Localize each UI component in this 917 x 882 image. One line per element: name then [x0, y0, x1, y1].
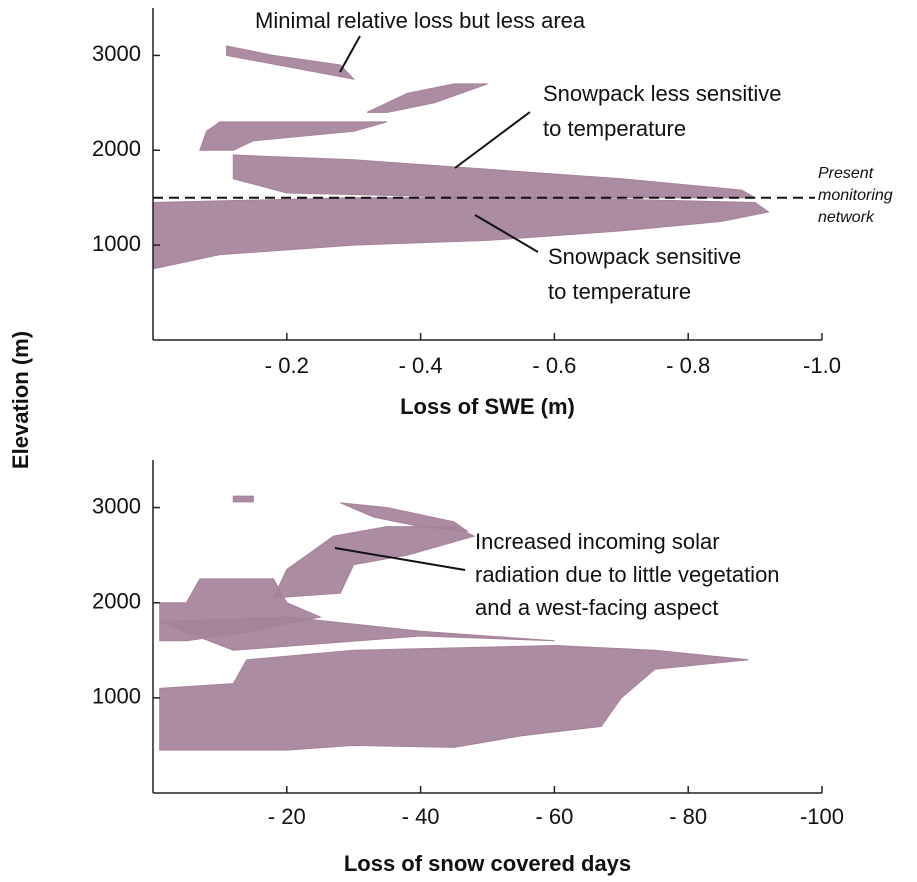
annotation: and a west-facing aspect — [475, 595, 718, 620]
x-tick-label: -1.0 — [803, 353, 841, 378]
x-tick-label: - 60 — [535, 804, 573, 829]
annotation-leader — [474, 214, 539, 253]
data-region — [199, 121, 388, 151]
annotation-leader — [334, 547, 466, 571]
annotation-leader — [454, 111, 531, 169]
y-tick-label: 2000 — [92, 589, 141, 614]
y-tick-label: 2000 — [92, 136, 141, 161]
reference-label: Present — [818, 165, 874, 182]
data-region — [272, 526, 476, 599]
annotation: to temperature — [548, 279, 691, 304]
annotation-leader — [339, 35, 361, 73]
x-tick-label: - 0.6 — [532, 353, 576, 378]
x-tick-label: - 20 — [268, 804, 306, 829]
y-tick-label: 1000 — [92, 684, 141, 709]
annotation: Snowpack sensitive — [548, 244, 741, 269]
data-region — [232, 154, 757, 199]
data-region — [366, 83, 488, 113]
x-tick-label: - 0.4 — [399, 353, 443, 378]
x-tick-label: - 0.2 — [265, 353, 309, 378]
x-tick-label: -100 — [800, 804, 844, 829]
y-tick-label: 3000 — [92, 41, 141, 66]
annotation: Minimal relative loss but less area — [255, 8, 586, 33]
x-tick-label: - 80 — [669, 804, 707, 829]
y-tick-label: 3000 — [92, 493, 141, 518]
reference-label: monitoring — [818, 187, 893, 204]
annotation: radiation due to little vegetation — [475, 562, 780, 587]
reference-label: network — [818, 209, 875, 226]
data-region — [232, 495, 254, 503]
x-axis-label: Loss of snow covered days — [344, 851, 631, 876]
annotation: Snowpack less sensitive — [543, 81, 781, 106]
annotation: to temperature — [543, 116, 686, 141]
x-axis-label: Loss of SWE (m) — [400, 394, 575, 419]
data-region — [340, 502, 470, 533]
data-region — [226, 45, 356, 80]
annotation: Increased incoming solar — [475, 529, 720, 554]
x-tick-label: - 0.8 — [666, 353, 710, 378]
x-tick-label: - 40 — [402, 804, 440, 829]
y-axis-label: Elevation (m) — [8, 331, 33, 469]
y-tick-label: 1000 — [92, 231, 141, 256]
data-region — [159, 645, 749, 751]
